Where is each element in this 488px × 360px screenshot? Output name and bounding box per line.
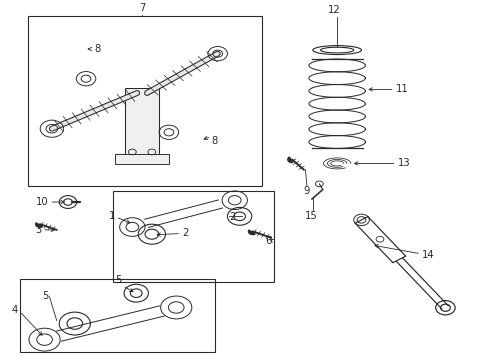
- Bar: [20, 279, 215, 352]
- Text: 13: 13: [397, 158, 409, 168]
- Text: 7: 7: [139, 3, 145, 13]
- Text: 1: 1: [108, 211, 115, 221]
- Polygon shape: [36, 223, 42, 228]
- Bar: [27, 16, 261, 186]
- Text: 3: 3: [35, 225, 41, 235]
- Bar: [113, 191, 273, 283]
- Polygon shape: [248, 230, 255, 235]
- Text: 9: 9: [303, 186, 309, 196]
- Bar: [115, 154, 168, 165]
- Text: 12: 12: [327, 5, 341, 15]
- Text: 2: 2: [228, 212, 235, 222]
- Text: 10: 10: [36, 197, 48, 207]
- Text: 15: 15: [304, 211, 317, 221]
- Text: 14: 14: [421, 249, 434, 260]
- Text: 4: 4: [12, 305, 18, 315]
- Text: 2: 2: [182, 229, 188, 238]
- Text: 8: 8: [211, 135, 217, 145]
- Text: 8: 8: [88, 44, 101, 54]
- Text: 5: 5: [115, 275, 122, 285]
- Polygon shape: [287, 157, 292, 163]
- Text: 6: 6: [265, 236, 271, 246]
- FancyBboxPatch shape: [125, 87, 159, 156]
- Text: 5: 5: [42, 291, 48, 301]
- Text: 11: 11: [395, 84, 407, 94]
